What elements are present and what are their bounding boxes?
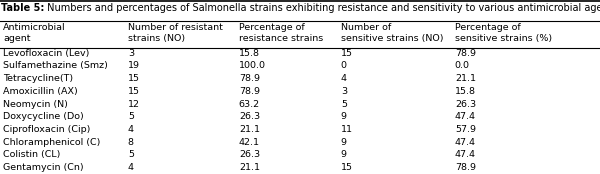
Text: 78.9: 78.9 [455,163,476,172]
Text: 3: 3 [128,49,134,58]
Text: 5: 5 [341,100,347,109]
Text: Gentamycin (Cn): Gentamycin (Cn) [3,163,83,172]
Text: Number of resistant
strains (NO): Number of resistant strains (NO) [128,23,223,43]
Text: 15: 15 [128,74,140,83]
Text: 15: 15 [128,87,140,96]
Text: 9: 9 [341,112,347,121]
Text: Tetracycline(T): Tetracycline(T) [3,74,73,83]
Text: Numbers and percentages of Salmonella strains exhibiting resistance and sensitiv: Numbers and percentages of Salmonella st… [44,3,600,13]
Text: 42.1: 42.1 [239,138,260,147]
Text: Chloramphenicol (C): Chloramphenicol (C) [3,138,100,147]
Text: Percentage of
sensitive strains (%): Percentage of sensitive strains (%) [455,23,552,43]
Text: Levofloxacin (Lev): Levofloxacin (Lev) [3,49,89,58]
Text: 15: 15 [341,49,353,58]
Text: 63.2: 63.2 [239,100,260,109]
Text: 0.0: 0.0 [455,61,470,70]
Text: 5: 5 [128,150,134,159]
Text: Amoxicillin (AX): Amoxicillin (AX) [3,87,78,96]
Text: 100.0: 100.0 [239,61,266,70]
Text: 26.3: 26.3 [239,150,260,159]
Text: 4: 4 [341,74,347,83]
Text: Colistin (CL): Colistin (CL) [3,150,61,159]
Text: Antimicrobial
agent: Antimicrobial agent [3,23,65,43]
Text: Doxycycline (Do): Doxycycline (Do) [3,112,84,121]
Text: 11: 11 [341,125,353,134]
Text: 9: 9 [341,150,347,159]
Text: 15.8: 15.8 [239,49,260,58]
Text: 47.4: 47.4 [455,150,476,159]
Text: 26.3: 26.3 [455,100,476,109]
Text: 15: 15 [341,163,353,172]
Text: Sulfamethazine (Smz): Sulfamethazine (Smz) [3,61,108,70]
Text: 47.4: 47.4 [455,112,476,121]
Text: 26.3: 26.3 [239,112,260,121]
Text: 4: 4 [128,125,134,134]
Text: 3: 3 [341,87,347,96]
Text: 19: 19 [128,61,140,70]
Text: 78.9: 78.9 [455,49,476,58]
Text: 21.1: 21.1 [239,163,260,172]
Text: 15.8: 15.8 [455,87,476,96]
Text: Table 5:: Table 5: [1,3,44,13]
Text: 78.9: 78.9 [239,74,260,83]
Text: Percentage of
resistance strains: Percentage of resistance strains [239,23,323,43]
Text: 4: 4 [128,163,134,172]
Text: 21.1: 21.1 [455,74,476,83]
Text: 9: 9 [341,138,347,147]
Text: 12: 12 [128,100,140,109]
Text: Ciprofloxacin (Cip): Ciprofloxacin (Cip) [3,125,91,134]
Text: Number of
sensitive strains (NO): Number of sensitive strains (NO) [341,23,443,43]
Text: 47.4: 47.4 [455,138,476,147]
Text: 57.9: 57.9 [455,125,476,134]
Text: 5: 5 [128,112,134,121]
Text: Neomycin (N): Neomycin (N) [3,100,68,109]
Text: 0: 0 [341,61,347,70]
Text: 21.1: 21.1 [239,125,260,134]
Text: 8: 8 [128,138,134,147]
Text: 78.9: 78.9 [239,87,260,96]
